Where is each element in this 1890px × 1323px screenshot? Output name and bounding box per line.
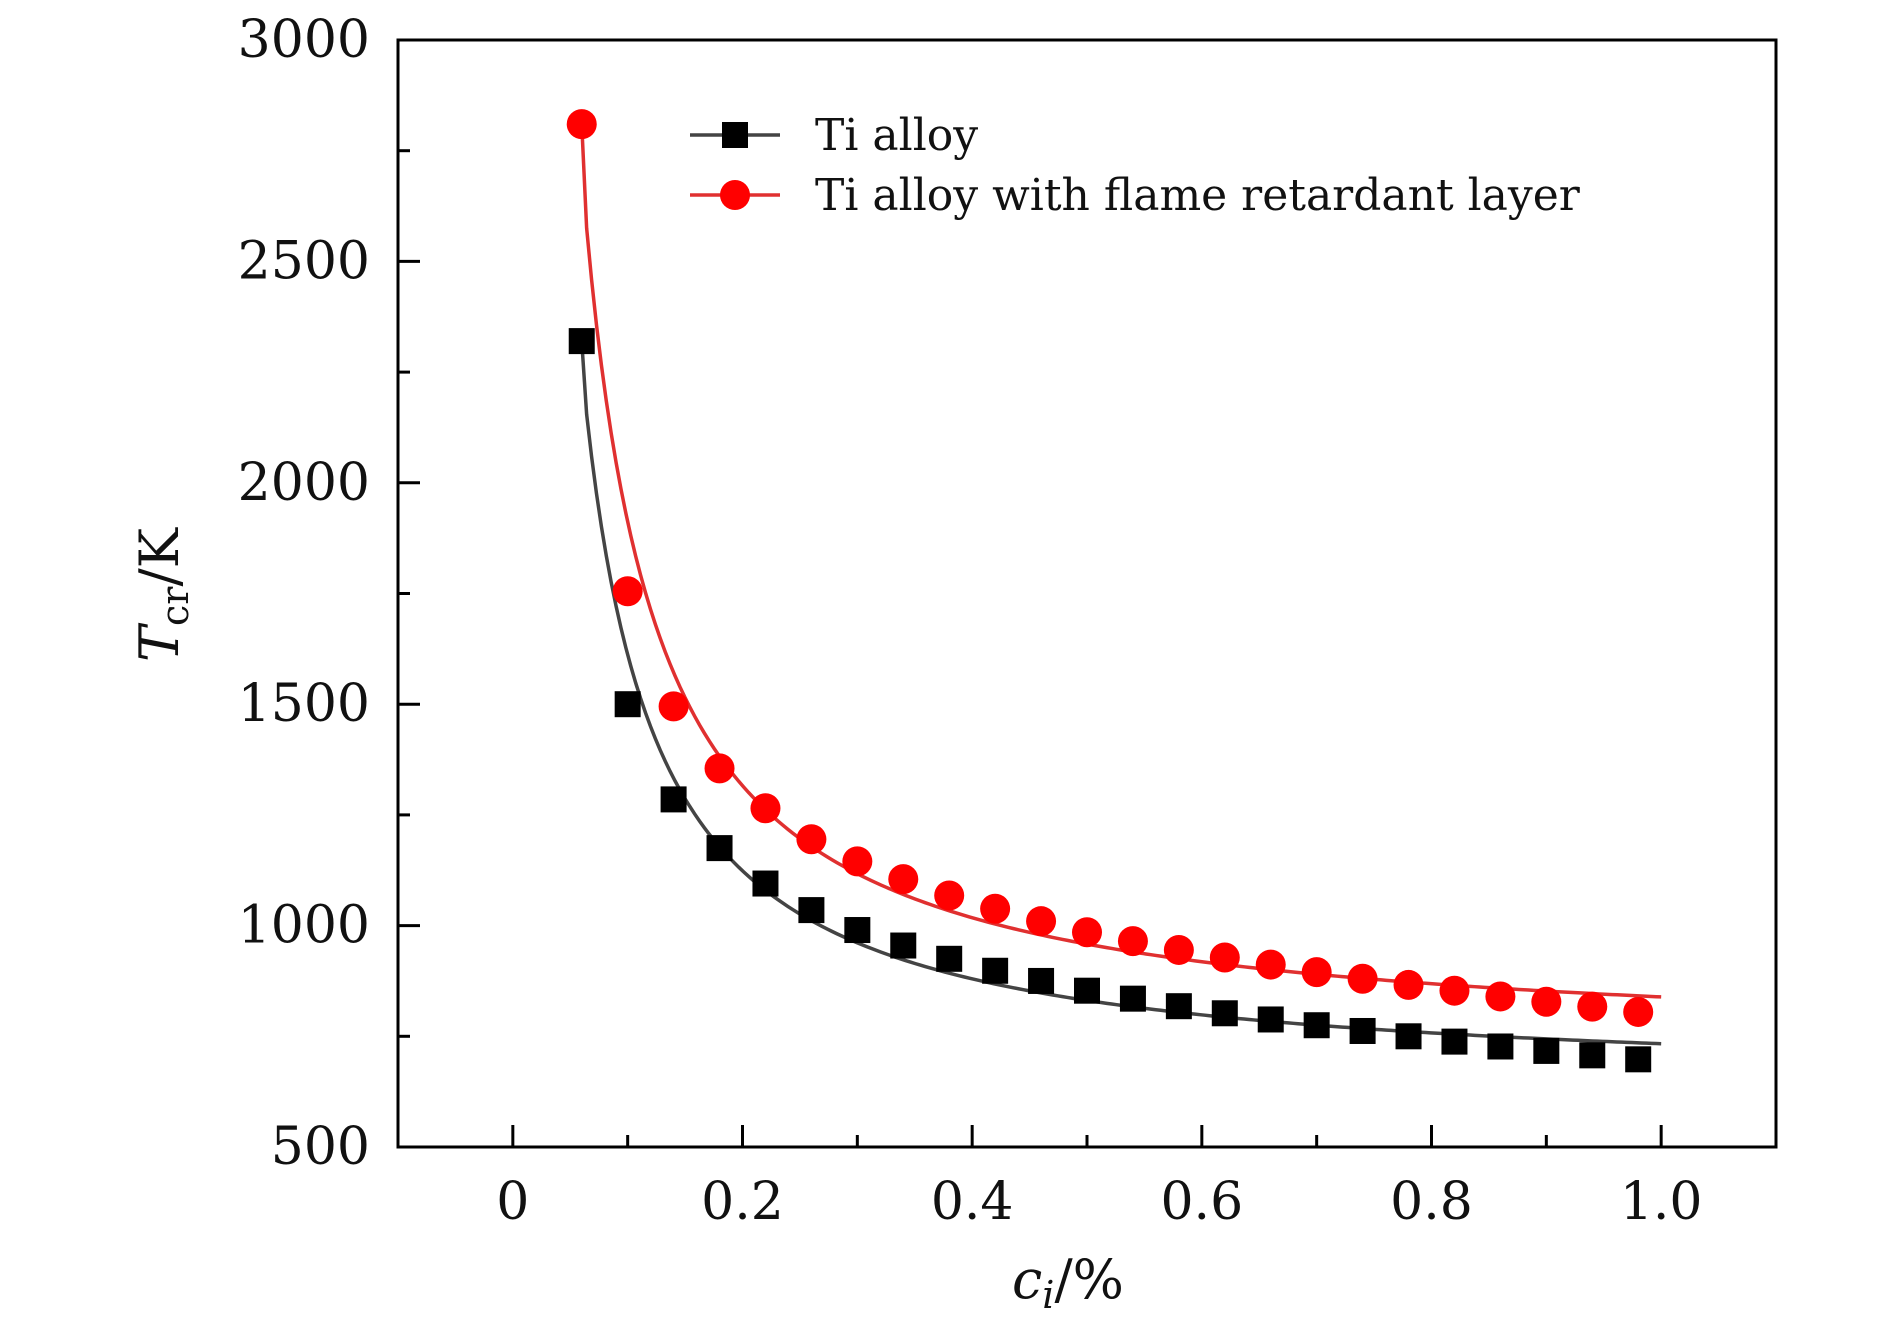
data-point-circle (796, 824, 827, 855)
data-point-square (1211, 1000, 1238, 1027)
data-point-circle (888, 864, 919, 895)
data-point-circle (750, 793, 781, 824)
data-point-circle (1531, 986, 1562, 1017)
data-point-circle (1163, 934, 1194, 965)
data-point-square (1441, 1028, 1468, 1055)
legend: Ti alloy Ti alloy with flame retardant la… (690, 110, 1581, 221)
data-point-square (844, 917, 871, 944)
data-point-circle (1393, 969, 1424, 1000)
data-point-circle (1026, 906, 1057, 937)
data-point-circle (1347, 963, 1378, 994)
data-point-square (936, 945, 963, 972)
data-point-circle (980, 893, 1011, 924)
x-tick-label: 0.4 (931, 1172, 1014, 1232)
data-point-square (1303, 1012, 1330, 1039)
data-point-square (752, 870, 779, 897)
data-point-square (1074, 977, 1100, 1004)
x-tick-label: 0.2 (701, 1172, 784, 1232)
data-point-square (1487, 1033, 1514, 1060)
data-point-square (1395, 1023, 1422, 1050)
series-layer (566, 109, 1662, 1073)
y-tick-label: 2500 (238, 231, 370, 291)
y-tick-label: 2000 (238, 453, 370, 513)
data-point-circle (934, 880, 965, 911)
legend-label-0: Ti alloy (815, 110, 978, 161)
x-tick-label: 0.8 (1390, 1172, 1473, 1232)
data-point-square (798, 897, 825, 924)
legend-marker-circle (720, 180, 750, 210)
data-point-square (890, 932, 917, 959)
data-point-circle (612, 576, 643, 607)
data-point-circle (1255, 949, 1286, 980)
data-point-square (1119, 985, 1146, 1012)
data-point-square (706, 835, 733, 862)
x-tick-label: 0 (496, 1172, 529, 1232)
y-tick-label: 3000 (238, 10, 370, 70)
data-point-square (1533, 1037, 1560, 1064)
data-point-circle (1623, 996, 1654, 1027)
data-point-circle (704, 753, 735, 784)
legend-marker-square (722, 122, 748, 148)
data-point-square (1165, 993, 1192, 1020)
data-point-square (1028, 967, 1055, 994)
y-axis-title: Tcr/K (128, 526, 197, 662)
data-point-square (660, 786, 687, 813)
series-line-1 (579, 124, 1662, 999)
legend-label-1: Ti alloy with flame retardant layer (815, 170, 1581, 221)
data-point-square (568, 328, 595, 355)
data-point-square (1579, 1042, 1606, 1069)
x-tick-label: 1.0 (1620, 1172, 1703, 1232)
data-point-square (614, 691, 641, 718)
data-point-circle (1209, 942, 1240, 973)
data-point-circle (566, 109, 597, 140)
data-point-circle (1117, 926, 1148, 957)
data-point-circle (1072, 917, 1102, 948)
y-tick-label: 500 (271, 1117, 370, 1177)
data-point-square (1625, 1046, 1652, 1073)
y-tick-label: 1000 (238, 896, 370, 956)
data-point-circle (1485, 981, 1516, 1012)
data-point-circle (658, 691, 689, 722)
data-point-circle (842, 846, 873, 877)
data-point-circle (1577, 991, 1608, 1022)
x-tick-label: 0.6 (1160, 1172, 1243, 1232)
data-point-square (982, 957, 1009, 984)
x-axis-title: ci/% (1012, 1248, 1124, 1317)
data-point-square (1257, 1006, 1284, 1033)
axis-ticks: 0 0.2 0.4 0.6 0.8 1.0 500 1000 1500 2000 2500 3000 (238, 10, 1703, 1232)
data-point-circle (1439, 975, 1470, 1006)
data-point-square (1349, 1017, 1376, 1044)
y-tick-label: 1500 (238, 674, 370, 734)
data-point-circle (1301, 957, 1332, 988)
